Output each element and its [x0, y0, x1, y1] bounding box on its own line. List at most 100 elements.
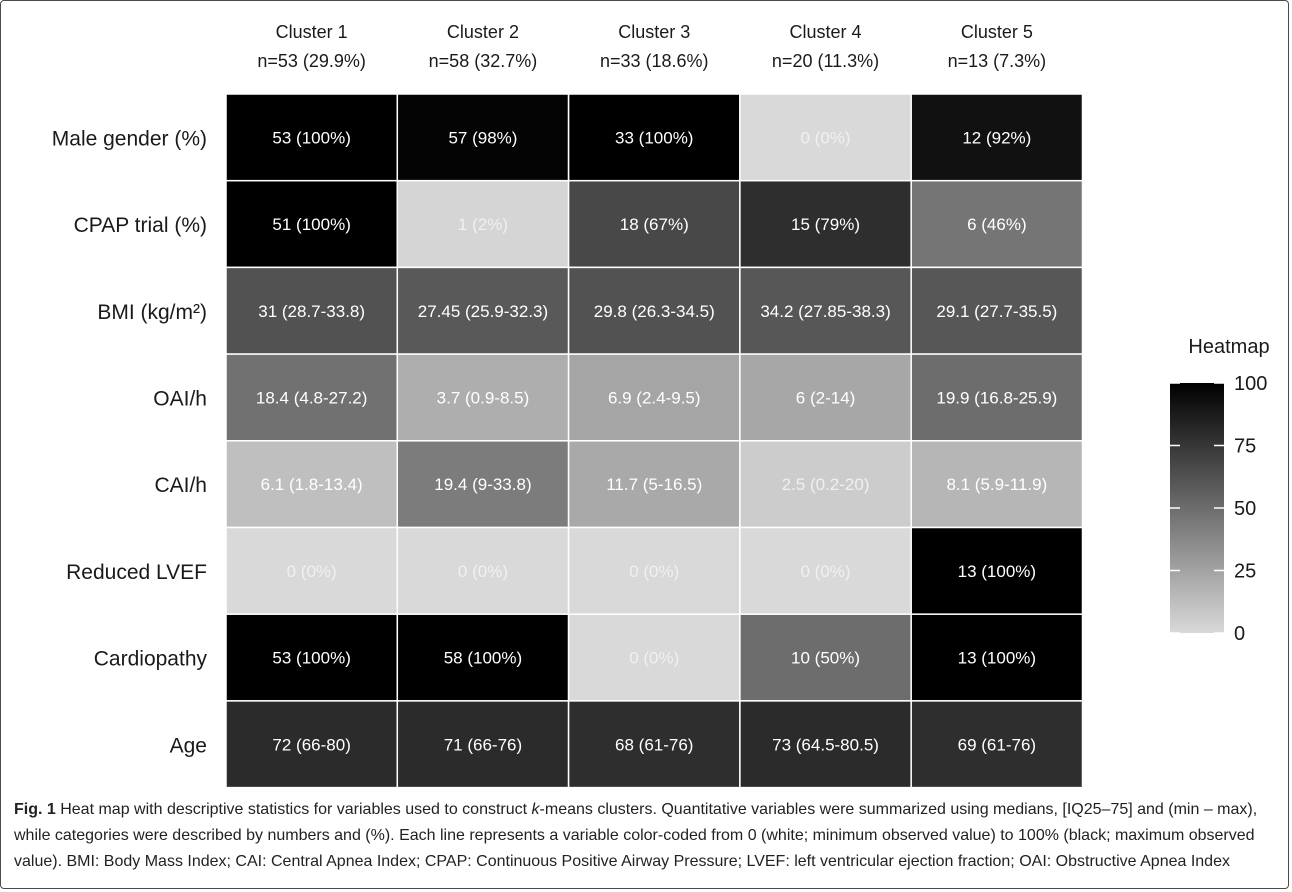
heatmap-cell-label: 19.9 (16.8-25.9): [936, 388, 1057, 407]
heatmap-cell: [910, 266, 1084, 355]
legend-tick-label: 25: [1234, 561, 1256, 583]
figure-caption: Fig. 1 Heat map with descriptive statist…: [14, 797, 1276, 875]
heatmap-cell: [910, 526, 1084, 615]
heatmap-cell-label: 15 (79%): [791, 215, 860, 234]
heatmap-cell: [396, 93, 570, 182]
column-header-count: n=58 (32.7%): [429, 51, 538, 71]
heatmap-cell-label: 0 (0%): [629, 562, 679, 581]
heatmap-cell: [396, 613, 570, 702]
column-header-name: Cluster 5: [961, 22, 1033, 42]
heatmap-cell-label: 18.4 (4.8-27.2): [256, 388, 368, 407]
heatmap-cell-label: 8.1 (5.9-11.9): [946, 475, 1047, 494]
heatmap-cell-label: 53 (100%): [272, 649, 350, 668]
heatmap-cell-label: 6.9 (2.4-9.5): [608, 388, 701, 407]
heatmap-cell: [567, 179, 741, 269]
legend-tick-label: 100: [1234, 373, 1267, 395]
heatmap-cell-label: 33 (100%): [615, 128, 693, 147]
heatmap-cell: [739, 266, 912, 355]
column-header-name: Cluster 4: [790, 22, 862, 42]
row-label: Male gender (%): [52, 127, 207, 150]
heatmap-cell: [739, 93, 912, 182]
heatmap-cell: [739, 700, 912, 789]
heatmap-cell: [396, 266, 570, 355]
row-label: Cardiopathy: [94, 648, 208, 671]
heatmap-cell-label: 34.2 (27.85-38.3): [760, 302, 890, 321]
heatmap-cell-label: 0 (0%): [801, 562, 851, 581]
heatmap-cell: [567, 440, 741, 529]
row-label: BMI (kg/m²): [97, 301, 207, 324]
row-label: OAI/h: [153, 387, 207, 410]
heatmap-cell: [225, 179, 399, 269]
heatmap-cell-label: 10 (50%): [791, 649, 860, 668]
heatmap-cell: [225, 266, 399, 355]
heatmap-cells: 53 (100%) 57 (98%) 33 (100%) 0 (0%) 12 (92%)…: [225, 93, 1084, 789]
heatmap-cell-label: 6 (46%): [967, 215, 1027, 234]
row-label: CPAP trial (%): [74, 214, 207, 237]
row-label: CAI/h: [154, 474, 207, 497]
heatmap-cell-label: 0 (0%): [801, 128, 851, 147]
heatmap-cell-label: 29.1 (27.7-35.5): [936, 302, 1057, 321]
heatmap-cell-label: 12 (92%): [962, 128, 1031, 147]
heatmap-cell: [396, 700, 570, 789]
column-header-name: Cluster 2: [447, 22, 519, 42]
heatmap-chart: Cluster 1 n=53 (29.9%) Cluster 2 n=58 (32.7…: [52, 22, 1270, 789]
heatmap-cell-label: 31 (28.7-33.8): [258, 302, 365, 321]
column-header-count: n=53 (29.9%): [257, 51, 366, 71]
heatmap-cell: [396, 440, 570, 529]
heatmap-cell-label: 68 (61-76): [615, 735, 693, 754]
column-header-count: n=20 (11.3%): [772, 51, 879, 71]
heatmap-cell-label: 3.7 (0.9-8.5): [437, 388, 530, 407]
caption-text-1: Heat map with descriptive statistics for…: [55, 801, 532, 818]
column-headers: Cluster 1 n=53 (29.9%) Cluster 2 n=58 (32.7…: [257, 22, 1046, 71]
heatmap-legend: Heatmap 100 75 50 25 0: [1170, 336, 1270, 645]
heatmap-cell: [910, 353, 1084, 442]
heatmap-cell-label: 6 (2-14): [796, 388, 856, 407]
column-header-name: Cluster 3: [618, 22, 690, 42]
legend-tick-label: 50: [1234, 498, 1256, 520]
heatmap-cell: [225, 613, 399, 702]
heatmap-cell-label: 19.4 (9-33.8): [434, 475, 531, 494]
heatmap-cell: [910, 179, 1084, 269]
heatmap-cell-label: 13 (100%): [958, 649, 1036, 668]
heatmap-cell-label: 58 (100%): [444, 649, 522, 668]
caption-k: k: [531, 801, 540, 818]
column-header-count: n=33 (18.6%): [600, 51, 709, 71]
heatmap-cell-label: 18 (67%): [620, 215, 689, 234]
caption-label: Fig. 1: [14, 801, 56, 818]
heatmap-cell: [225, 440, 399, 529]
legend-title: Heatmap: [1188, 336, 1269, 358]
heatmap-cell: [910, 613, 1084, 702]
column-header-name: Cluster 1: [276, 22, 348, 42]
heatmap-cell-label: 72 (66-80): [272, 735, 350, 754]
heatmap-cell: [739, 526, 912, 615]
heatmap-cell-label: 1 (2%): [458, 215, 508, 234]
heatmap-cell-label: 73 (64.5-80.5): [772, 735, 879, 754]
caption-text-2: -means clusters. Quantitative variables …: [14, 801, 1258, 870]
legend-ticks: 100 75 50 25 0: [1170, 373, 1267, 645]
row-labels: Male gender (%) CPAP trial (%) BMI (kg/m²)…: [52, 127, 208, 757]
heatmap-cell-label: 71 (66-76): [444, 735, 522, 754]
heatmap-cell-label: 51 (100%): [272, 215, 350, 234]
heatmap-cell: [225, 353, 399, 442]
heatmap-cell-label: 0 (0%): [629, 649, 679, 668]
legend-tick-label: 75: [1234, 436, 1256, 458]
heatmap-cell: [739, 179, 912, 269]
heatmap-cell: [910, 700, 1084, 789]
heatmap-cell-label: 27.45 (25.9-32.3): [418, 302, 548, 321]
legend-tick-label: 0: [1234, 623, 1245, 645]
row-label: Age: [170, 734, 207, 757]
heatmap-cell-label: 6.1 (1.8-13.4): [261, 475, 363, 494]
heatmap-cell-label: 57 (98%): [448, 128, 517, 147]
heatmap-cell-label: 0 (0%): [458, 562, 508, 581]
heatmap-cell-label: 13 (100%): [958, 562, 1036, 581]
heatmap-cell-label: 69 (61-76): [958, 735, 1036, 754]
heatmap-cell-label: 29.8 (26.3-34.5): [594, 302, 715, 321]
heatmap-cell-label: 2.5 (0.2-20): [782, 475, 870, 494]
column-header-count: n=13 (7.3%): [948, 51, 1047, 71]
heatmap-cell: [225, 526, 399, 615]
heatmap-cell: [567, 266, 741, 355]
heatmap-cell-label: 11.7 (5-16.5): [606, 475, 702, 494]
row-label: Reduced LVEF: [66, 561, 207, 584]
heatmap-cell: [396, 526, 570, 615]
